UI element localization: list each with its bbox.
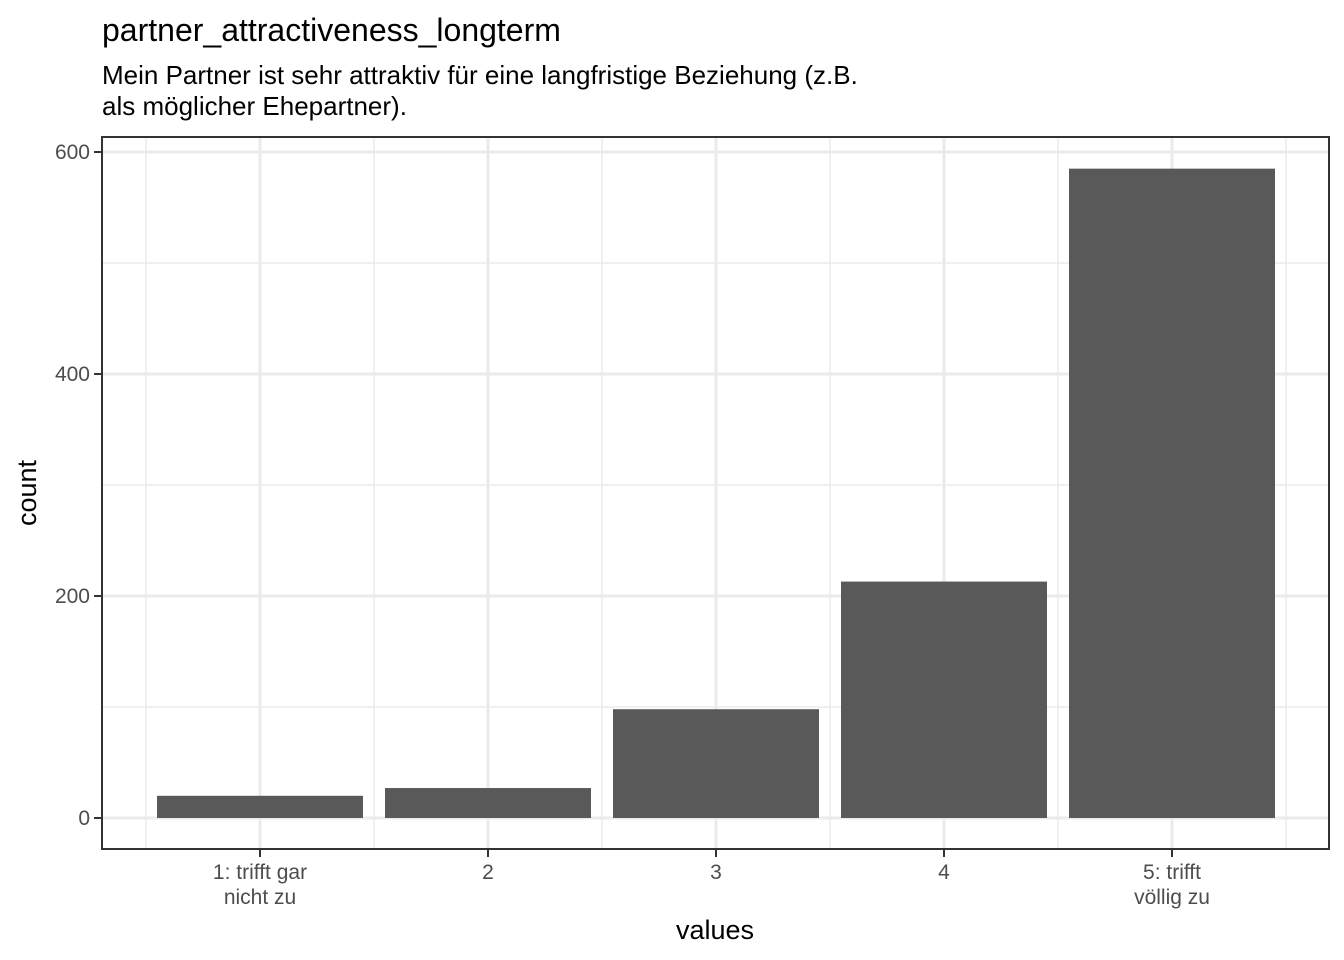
y-tick-label: 200	[55, 585, 90, 608]
bar-2	[385, 788, 591, 818]
x-tick-label: nicht zu	[224, 886, 296, 909]
y-tick-label: 600	[55, 141, 90, 164]
y-axis-title: count	[12, 459, 42, 526]
chart-subtitle-line-1: Mein Partner ist sehr attraktiv für eine…	[102, 60, 858, 90]
x-tick-label: 5: trifft	[1143, 861, 1201, 884]
x-tick-label: 4	[938, 861, 950, 884]
x-tick-label: völlig zu	[1134, 886, 1210, 909]
x-tick-label: 2	[482, 861, 494, 884]
bars	[157, 168, 1275, 818]
x-axis-title: values	[676, 915, 754, 945]
bar-5	[1069, 168, 1275, 818]
chart-subtitle-line-2: als möglicher Ehepartner).	[102, 91, 407, 121]
bar-3	[613, 709, 819, 818]
x-tick-label: 3	[710, 861, 722, 884]
y-tick-label: 400	[55, 363, 90, 386]
chart-title: partner_attractiveness_longterm	[102, 12, 561, 48]
bar-4	[841, 581, 1047, 818]
y-axis-ticks: 0 200 400 600	[55, 141, 102, 830]
x-tick-label: 1: trifft gar	[213, 861, 307, 884]
bar-1	[157, 795, 363, 818]
y-tick-label: 0	[78, 807, 90, 830]
